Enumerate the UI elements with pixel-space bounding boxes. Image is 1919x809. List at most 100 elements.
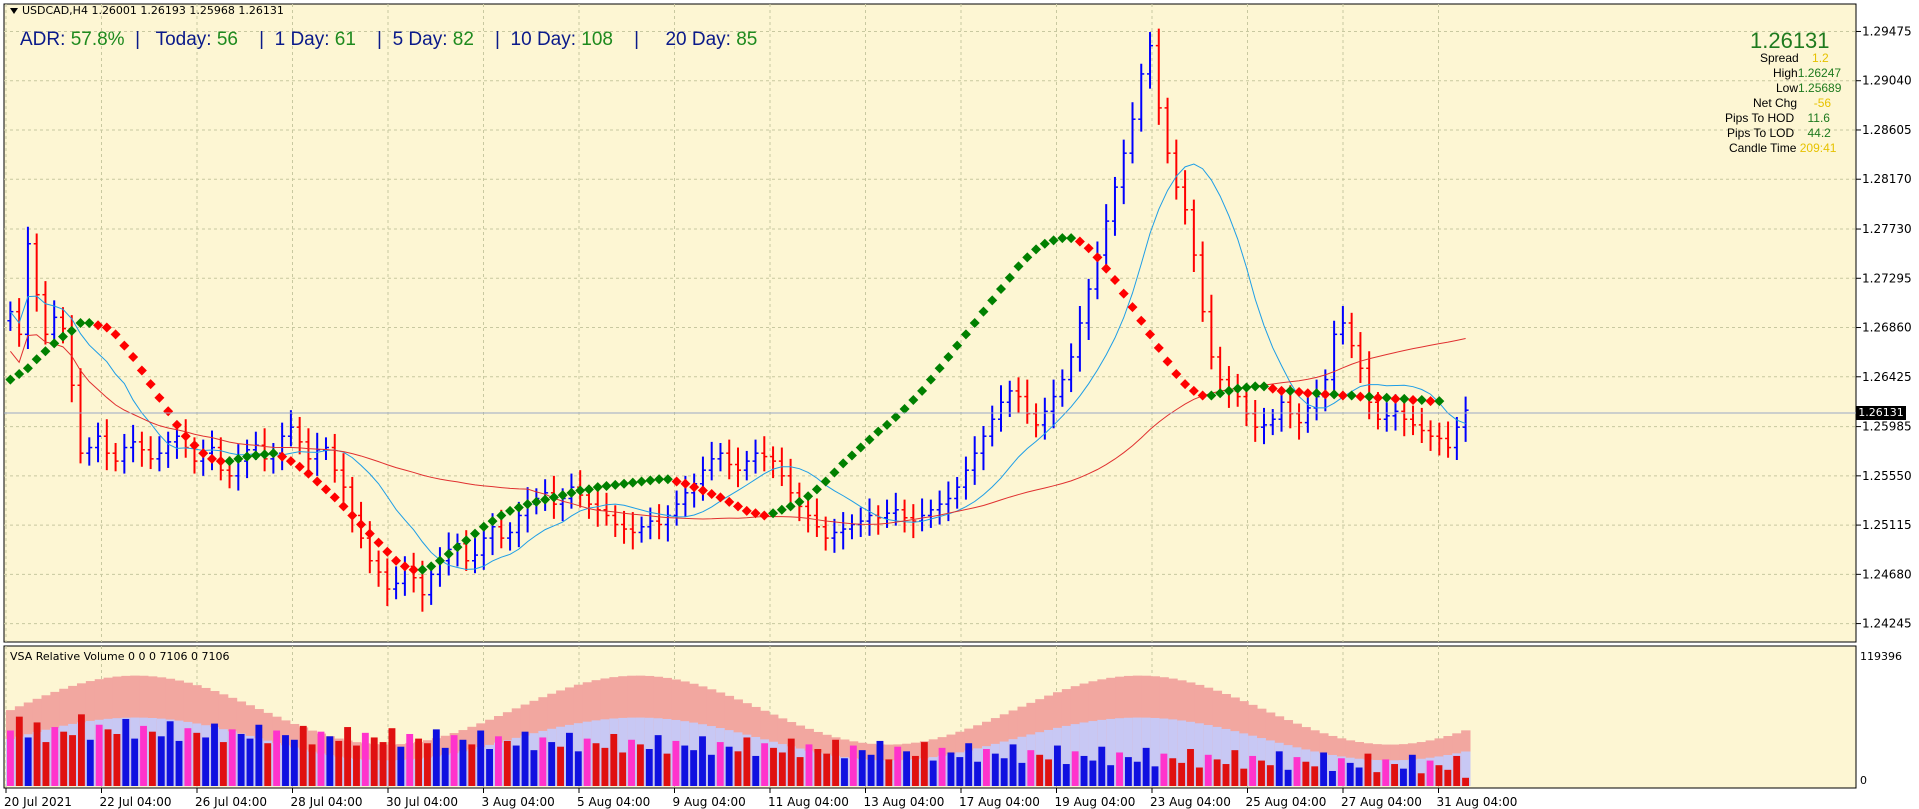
volume-band-mid: [618, 717, 628, 786]
trend-dot: [364, 528, 375, 539]
volume-bar: [1453, 755, 1461, 786]
volume-bar: [548, 742, 556, 786]
price-grid: [4, 4, 1856, 642]
candle-label: Candle Time: [1729, 141, 1797, 155]
volume-bar: [1240, 768, 1248, 786]
low-value: 1.25689: [1798, 81, 1842, 95]
volume-band-mid: [1416, 758, 1427, 786]
volume-bar: [353, 745, 360, 786]
volume-bar: [264, 743, 272, 786]
trend-dot: [487, 516, 498, 527]
trend-dot: [408, 564, 419, 575]
high-row: High1.26247: [1773, 66, 1841, 80]
volume-bar: [459, 739, 467, 786]
volume-bar: [823, 753, 831, 786]
trend-dot: [776, 504, 787, 515]
volume-bar: [539, 737, 547, 786]
trend-dot: [145, 379, 156, 390]
trend-dot: [136, 365, 147, 376]
volume-bar: [344, 727, 352, 786]
volume-bar: [1080, 755, 1088, 786]
trend-dot: [171, 419, 182, 430]
slow-ma-line: [9, 334, 1466, 525]
volume-band-mid: [1106, 718, 1116, 786]
trend-dot: [1066, 233, 1077, 244]
volume-bar: [1329, 770, 1336, 786]
d5-label: 5 Day:: [392, 29, 448, 50]
trend-dot: [1267, 383, 1278, 394]
volume-bars: [7, 714, 1469, 786]
trend-dot: [382, 546, 393, 557]
volume-bar: [636, 744, 644, 786]
volume-bar: [1000, 758, 1008, 786]
trend-dot: [829, 467, 840, 478]
trend-dot: [505, 505, 516, 516]
trend-dot: [417, 564, 428, 575]
d20-value: 85: [736, 29, 758, 50]
lod-value: 44.2: [1807, 126, 1831, 140]
trend-dot: [399, 561, 410, 572]
volume-bar: [672, 740, 680, 786]
volume-band-mid: [1115, 718, 1125, 786]
time-tick-label: 27 Aug 04:00: [1341, 795, 1422, 809]
time-tick-label: 26 Jul 04:00: [195, 795, 267, 809]
price-tick-label: 1.29475: [1862, 24, 1912, 38]
volume-band-mid: [1328, 754, 1338, 786]
volume-bar: [1462, 777, 1469, 786]
trend-dot: [391, 555, 402, 566]
volume-bar: [778, 752, 786, 786]
volume-bar: [832, 739, 840, 786]
volume-bar: [148, 731, 156, 786]
volume-bar: [583, 738, 591, 786]
volume-bar: [752, 755, 760, 786]
volume-bar: [1346, 762, 1354, 786]
dropdown-triangle-icon[interactable]: [10, 8, 18, 14]
trend-dot: [1039, 238, 1050, 249]
price-tick-label: 1.25550: [1862, 469, 1912, 483]
volume-band-mid: [1283, 745, 1294, 786]
volume-band-mid: [1159, 718, 1169, 786]
netchg-value: -56: [1813, 96, 1832, 110]
trend-dot: [49, 338, 60, 349]
trend-dot: [917, 385, 928, 396]
volume-bar: [202, 737, 210, 786]
volume-band-mid: [1088, 721, 1098, 786]
trend-dot: [461, 535, 472, 546]
trend-dot: [1048, 235, 1059, 246]
volume-bar: [1311, 766, 1319, 786]
volume-bar: [477, 730, 485, 786]
volume-bar: [1187, 749, 1194, 786]
trend-dot: [768, 508, 779, 519]
trend-dot: [1425, 396, 1436, 407]
trend-dot: [522, 499, 533, 510]
trend-dot: [14, 368, 25, 379]
volume-bar: [15, 716, 23, 786]
volume-bar: [707, 754, 715, 786]
spread-value: 1.2: [1812, 51, 1829, 65]
time-tick-label: 9 Aug 04:00: [673, 795, 746, 809]
volume-bar: [122, 718, 130, 786]
trend-dot: [329, 492, 340, 503]
volume-bar: [574, 751, 582, 786]
volume-bar: [814, 749, 822, 786]
volume-bar: [1160, 753, 1168, 786]
volume-bar: [33, 722, 41, 786]
volume-bar: [326, 736, 334, 786]
trend-dot: [811, 484, 822, 495]
trend-dot: [540, 494, 551, 505]
trend-dot: [1285, 385, 1296, 396]
trend-dot: [1013, 261, 1024, 272]
volume-bar: [1293, 757, 1301, 786]
volume-bar: [299, 725, 307, 786]
volume-bar: [1364, 753, 1372, 786]
volume-bar: [450, 735, 458, 786]
volume-bar: [1231, 750, 1239, 786]
trend-dot: [960, 329, 971, 340]
volume-bar: [211, 723, 218, 786]
trend-dot: [163, 406, 174, 417]
spread-row: Spread 1.2: [1760, 51, 1829, 65]
trend-dot: [689, 482, 700, 493]
trend-dot: [1337, 390, 1348, 401]
trend-dot: [1118, 288, 1129, 299]
volume-bar: [379, 742, 387, 786]
